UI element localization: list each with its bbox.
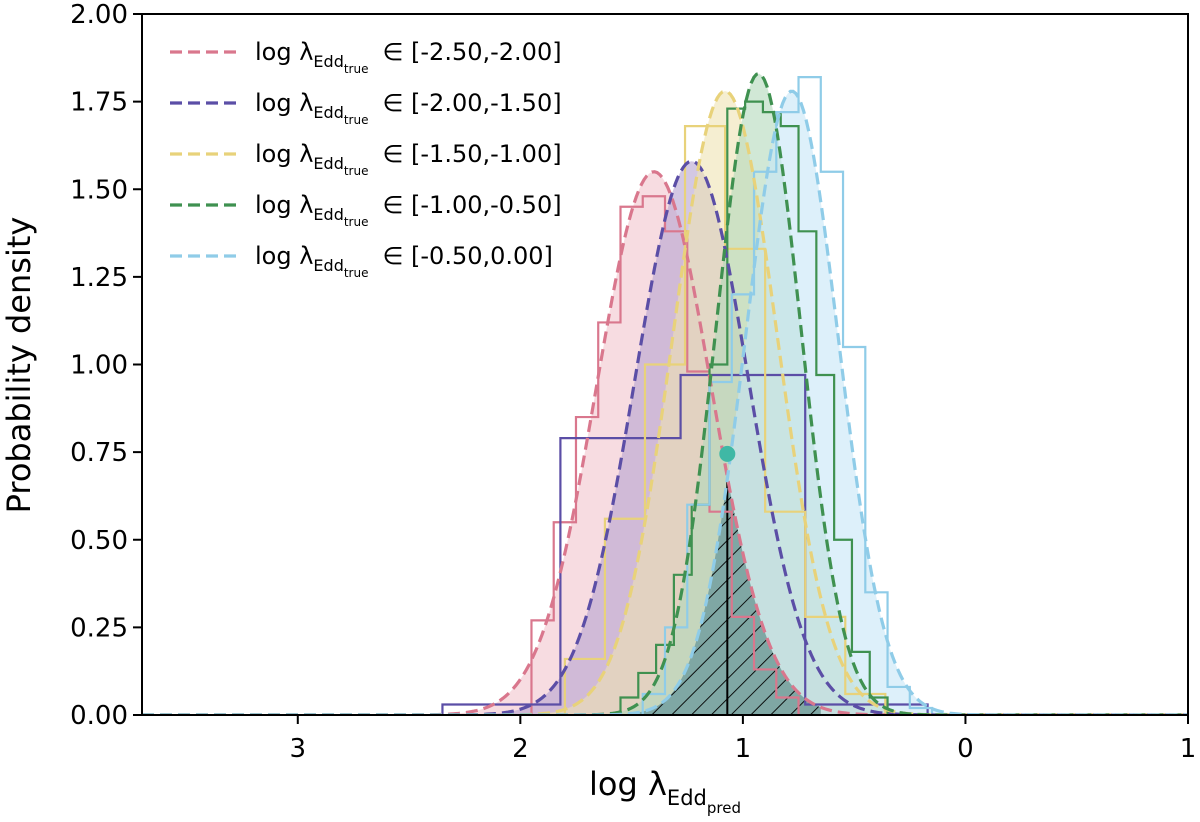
legend-label-3: log λEddtrue∈ [-1.00,-0.50] (255, 191, 562, 229)
x-axis-title-main: log λ (589, 765, 667, 803)
series-3-histogram (619, 100, 889, 715)
series-1-gaussian-line (142, 159, 1188, 715)
overlap-hatched-region (609, 479, 821, 715)
series-2-area (142, 91, 1188, 715)
x-tick-label-3: 0 (957, 734, 974, 764)
y-tick-label-4: 1.00 (70, 351, 128, 381)
y-tick-label-5: 1.25 (70, 263, 128, 293)
y-tick-label-6: 1.50 (70, 175, 128, 205)
x-axis-title: log λEddpred (589, 765, 741, 817)
x-tick-label-1: 2 (512, 734, 529, 764)
axes: 0.00 0.25 0.50 0.75 1.00 1.25 1.50 1.75 2.00 3 2 1 0… (70, 0, 1196, 764)
legend: log λEddtrue∈ [-2.50,-2.00] log λEddtrue∈… (170, 38, 562, 280)
legend-label-4: log λEddtrue∈ [-0.50,0.00] (255, 242, 553, 280)
legend-label-1: log λEddtrue∈ [-2.00,-1.50] (255, 89, 562, 127)
y-tick-label-7: 1.75 (70, 88, 128, 118)
series-1-histogram (441, 373, 929, 715)
x-axis-title-sub: Edd (667, 786, 707, 810)
y-tick-label-8: 2.00 (70, 0, 128, 30)
x-tick-label-2: 1 (735, 734, 752, 764)
series-2-histogram (563, 125, 887, 715)
x-axis-title-subsub: pred (707, 799, 741, 817)
y-axis-title: Probability density (0, 217, 38, 514)
legend-label-0: log λEddtrue∈ [-2.50,-2.00] (255, 38, 562, 76)
plot-area (142, 71, 1188, 715)
y-tick-label-1: 0.25 (70, 613, 128, 643)
x-tick-label-0: 3 (290, 734, 307, 764)
y-tick-label-0: 0.00 (70, 701, 128, 731)
series-2-gaussian-line (142, 89, 1188, 715)
x-tick-label-4: 1 (1180, 734, 1197, 764)
y-tick-label-3: 0.75 (70, 438, 128, 468)
marker-point (719, 445, 736, 462)
legend-label-2: log λEddtrue∈ [-1.50,-1.00] (255, 140, 562, 178)
y-tick-label-2: 0.50 (70, 526, 128, 556)
series-3-gaussian-line (142, 71, 1188, 715)
